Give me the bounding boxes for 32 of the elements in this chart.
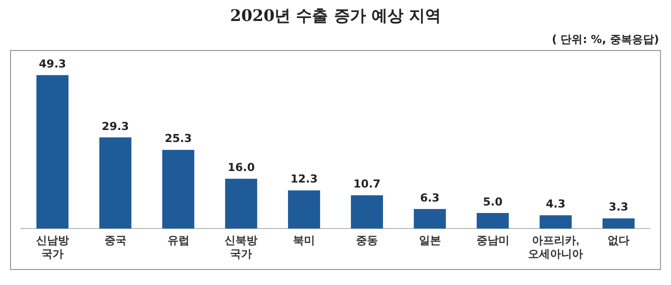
x-tick-label: 중남미 bbox=[476, 235, 510, 248]
bar bbox=[602, 218, 635, 229]
x-tick-label: 북미 bbox=[293, 235, 316, 248]
data-label: 6.3 bbox=[420, 191, 440, 204]
x-tick-label: 신남방 국가 bbox=[36, 235, 69, 260]
x-tick-label: 신북방 국가 bbox=[224, 235, 258, 260]
data-label: 10.7 bbox=[353, 178, 381, 191]
bar bbox=[540, 215, 572, 229]
data-label: 16.0 bbox=[228, 161, 256, 174]
bar bbox=[476, 213, 509, 229]
bar bbox=[36, 75, 68, 229]
data-label: 3.3 bbox=[608, 200, 628, 214]
data-label: 4.3 bbox=[546, 198, 566, 211]
bar bbox=[225, 178, 258, 229]
bar bbox=[350, 195, 383, 229]
x-tick-label: 중동 bbox=[356, 235, 378, 248]
bar bbox=[162, 150, 194, 229]
x-tick-label: 아프리카, 오세아니아 bbox=[528, 235, 584, 260]
chart-subtitle: ( 단위: %, 중복응답) bbox=[552, 32, 659, 47]
chart-title: 2020년 수출 증가 예상 지역 bbox=[229, 6, 442, 27]
x-tick-label: 없다 bbox=[608, 235, 630, 248]
x-tick-label: 유럽 bbox=[167, 235, 190, 248]
data-label: 49.3 bbox=[38, 58, 66, 71]
data-label: 29.3 bbox=[102, 120, 129, 133]
data-label: 12.3 bbox=[290, 172, 318, 186]
x-tick-label: 일본 bbox=[418, 235, 441, 248]
bar bbox=[288, 190, 320, 229]
data-label: 25.3 bbox=[164, 132, 192, 146]
bar bbox=[414, 208, 446, 229]
data-label: 5.0 bbox=[483, 195, 503, 208]
bar bbox=[99, 137, 132, 229]
x-tick-label: 중국 bbox=[104, 235, 126, 248]
